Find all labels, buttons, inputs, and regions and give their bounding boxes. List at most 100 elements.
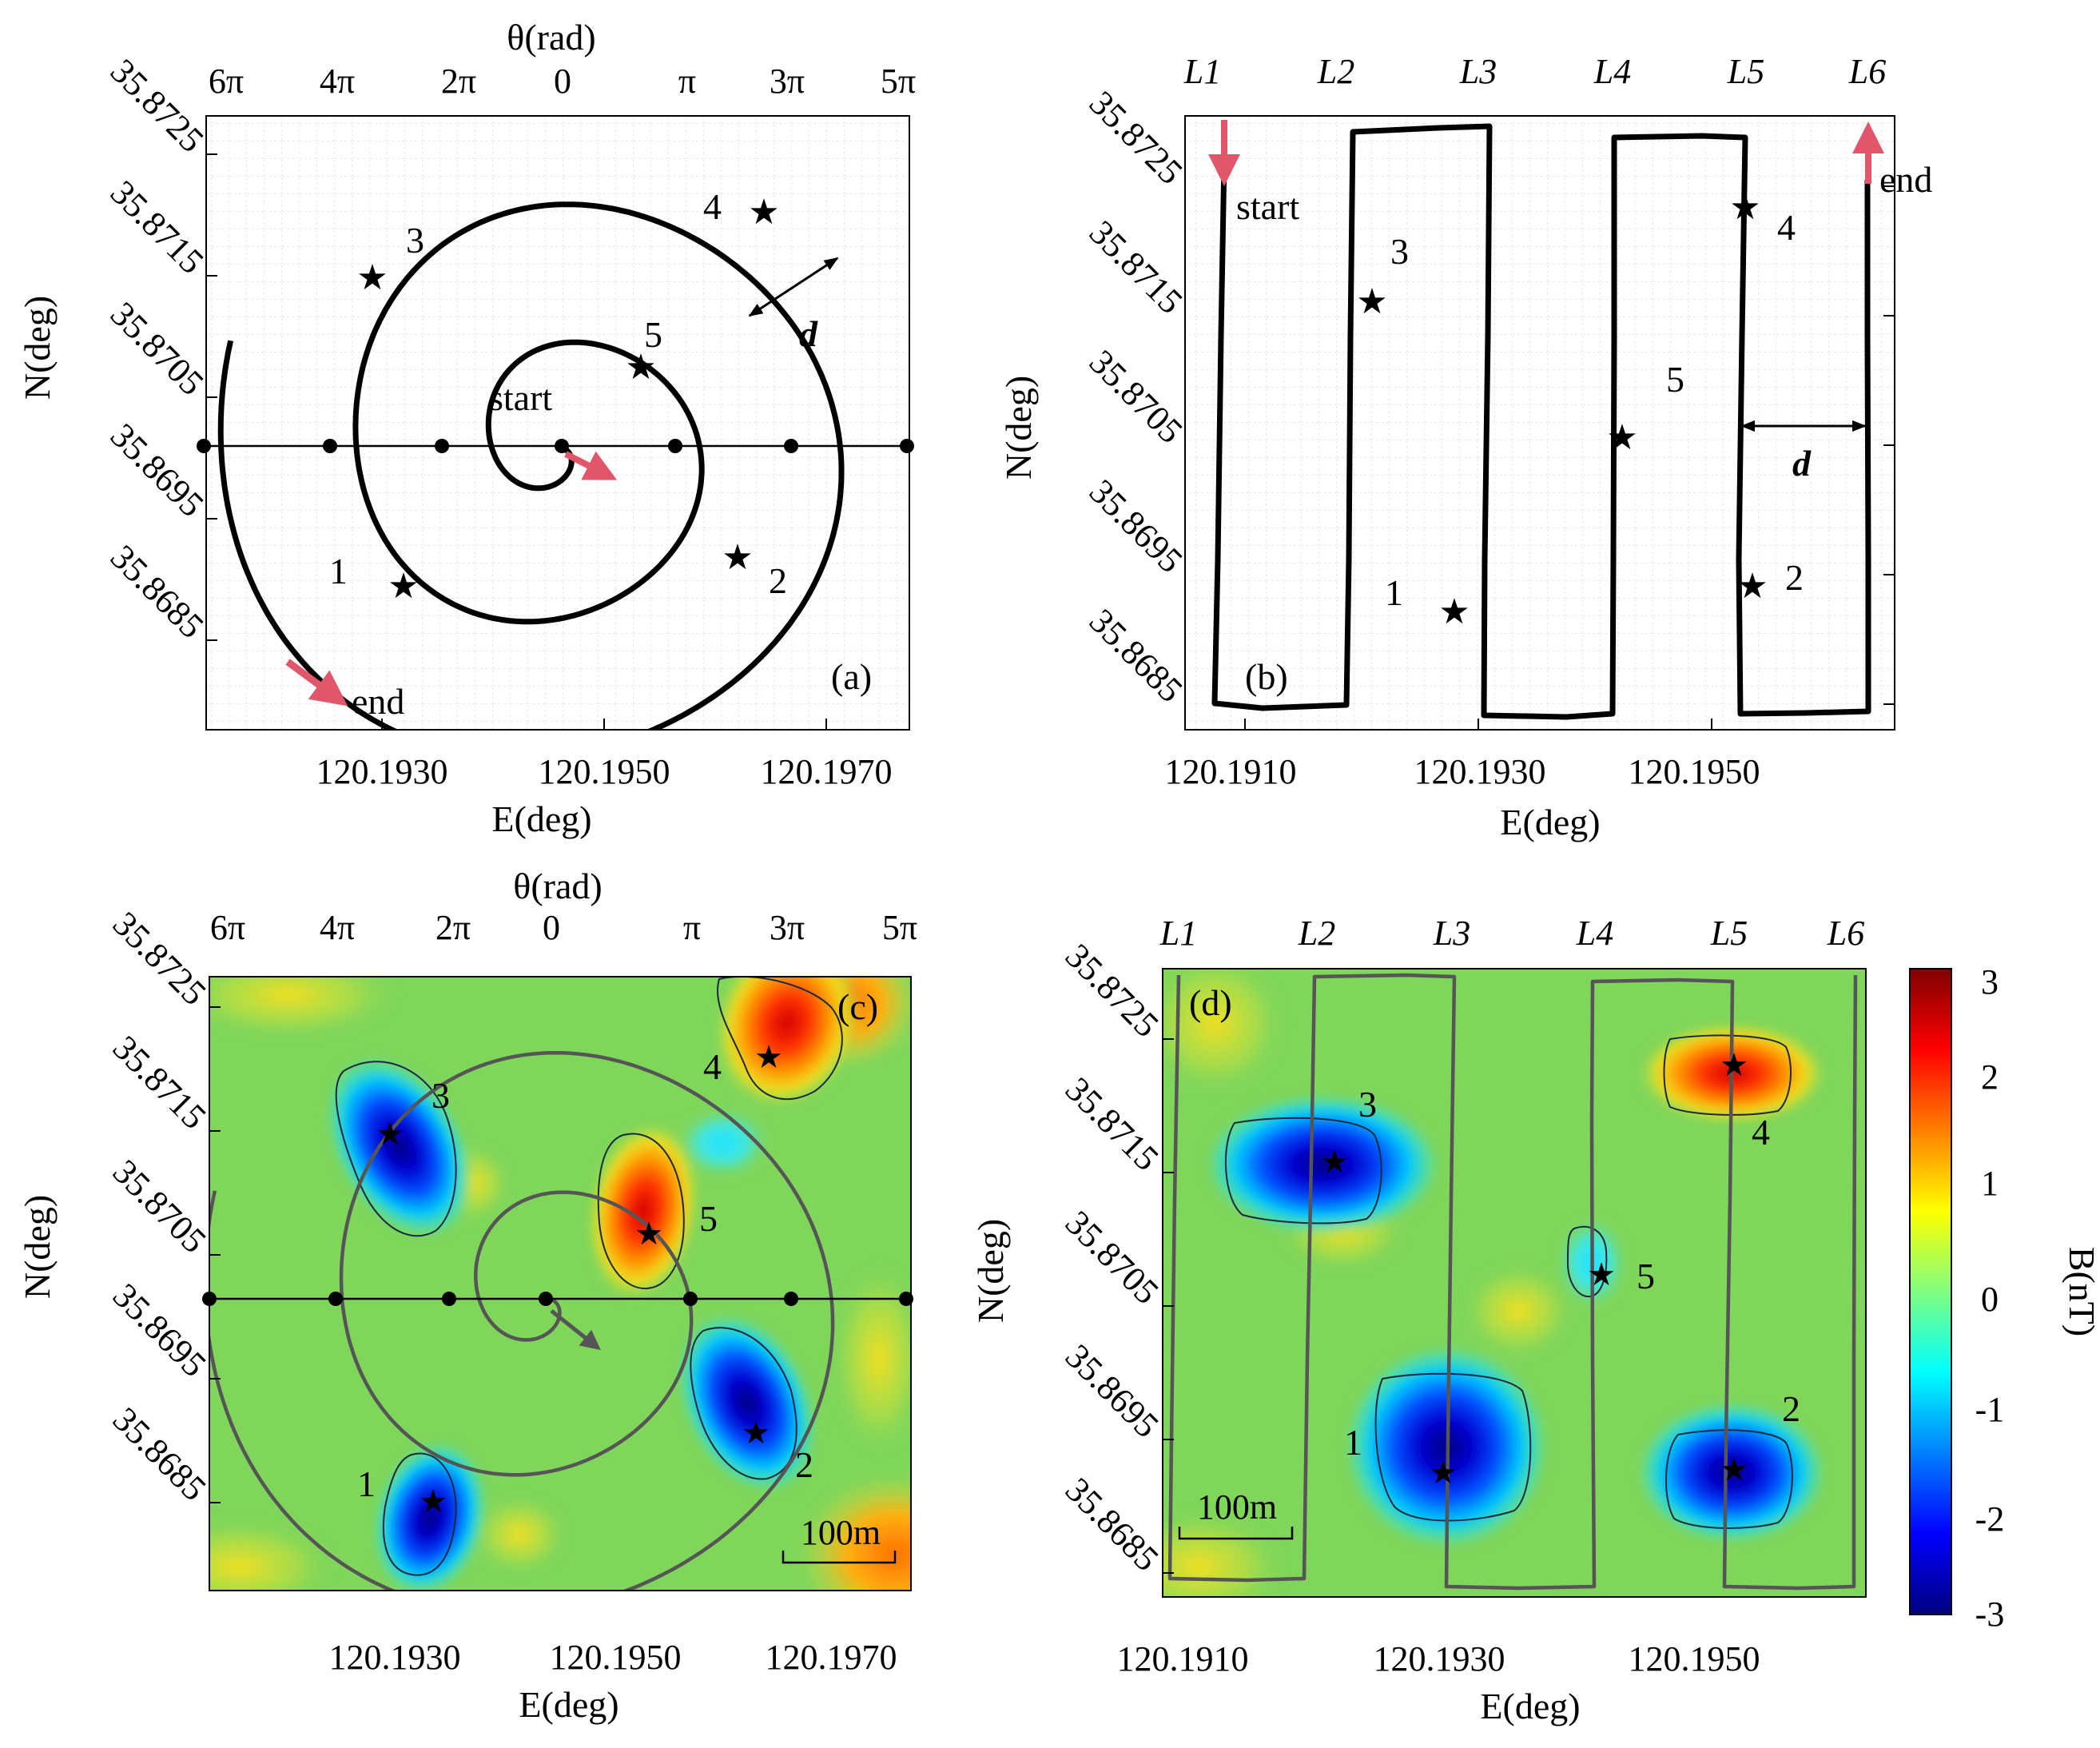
top-tick-label: L6 (1827, 914, 1864, 953)
anomaly-label-2: 2 (795, 1444, 813, 1485)
colorbar-tick: -1 (1975, 1390, 2005, 1429)
contour (1663, 1034, 1792, 1116)
anomaly-label-3: 3 (1358, 1084, 1377, 1125)
panel-b-frame (1184, 115, 1895, 731)
xtick-label: 120.1950 (539, 752, 670, 791)
anomaly-label-5: 5 (699, 1198, 718, 1239)
field-yellow-patch (1163, 1511, 1287, 1597)
xtick-label: 120.1930 (316, 752, 448, 791)
panel-a-spacing-arrow (748, 257, 839, 317)
anomaly-label-3: 3 (432, 1075, 450, 1116)
panel-b: d start end (b) ★ ★ ★ ★ ★ 1 2 3 4 5 35.8… (998, 52, 1932, 842)
panel-a-frame (205, 115, 910, 731)
anomaly-3 (1203, 1093, 1442, 1236)
ytick-label: 35.8685 (105, 1400, 214, 1508)
top-tick-label: L5 (1727, 52, 1764, 91)
xtick-label: 120.1910 (1165, 752, 1297, 791)
target-label-5: 5 (1666, 359, 1684, 400)
anomaly-star: ★ (1429, 1455, 1458, 1491)
xtick-label: 120.1930 (1374, 1639, 1505, 1678)
xtick-label: 120.1970 (766, 1638, 897, 1677)
contour (717, 977, 843, 1101)
panel-a-end-label: end (352, 681, 404, 722)
panel-d-label: (d) (1189, 982, 1232, 1023)
panel-d-scale-bar (1178, 1527, 1294, 1540)
panel-c-top-axis-label: θ(rad) (513, 866, 602, 906)
anomaly-label-1: 1 (1344, 1422, 1362, 1463)
top-tick-label: 3π (770, 908, 805, 947)
anomaly-star: ★ (1587, 1256, 1616, 1292)
xtick-label: 120.1970 (761, 752, 893, 791)
colorbar-tick: 3 (1981, 962, 1999, 1001)
top-tick-label: L1 (1159, 914, 1197, 953)
colorbar-tick: -3 (1975, 1595, 2005, 1634)
theta-dot (539, 1292, 553, 1306)
top-tick-label: L6 (1848, 52, 1886, 91)
panel-d-xlabel: E(deg) (1480, 1686, 1580, 1726)
target-star: ★ (388, 567, 419, 606)
anomaly-3 (324, 1054, 475, 1240)
theta-dot (899, 1292, 913, 1306)
anomaly-star: ★ (1720, 1451, 1748, 1487)
colorbar-tick: 2 (1981, 1057, 1999, 1097)
panel-a-start-label: start (489, 377, 552, 418)
xtick-label: 120.1930 (329, 1638, 461, 1677)
contour (335, 1061, 457, 1237)
anomaly-1 (372, 1439, 488, 1591)
top-tick-label: 3π (770, 62, 805, 101)
panel-d-yticks: 35.8725 35.8715 35.8705 35.8695 35.8685 (1058, 936, 1174, 1579)
xtick-label: 120.1910 (1117, 1639, 1249, 1678)
top-tick-label: 0 (543, 908, 560, 947)
panel-d-scale-label: 100m (1197, 1487, 1277, 1527)
panel-c-theta-dots (202, 1292, 913, 1306)
ytick-label: 35.8715 (1058, 1069, 1167, 1178)
top-tick-label: 4π (320, 908, 355, 947)
anomaly-label-2: 2 (1782, 1388, 1800, 1429)
contour (1224, 1117, 1382, 1224)
field-yellow-patch (471, 1495, 567, 1575)
panel-d-xticks: 120.1910 120.1930 120.1950 (1117, 1639, 1760, 1678)
target-label-1: 1 (329, 551, 348, 591)
anomaly-label-4: 4 (703, 1046, 722, 1087)
field-yellow-patch (831, 1263, 911, 1455)
colorbar (1909, 968, 1952, 1615)
colorbar-label: B(nT) (2062, 1247, 2100, 1336)
panel-a-spiral-path (217, 201, 845, 730)
theta-dot (784, 439, 798, 453)
panel-d-survey-path (1167, 973, 1858, 1591)
top-tick-label: π (683, 908, 701, 947)
anomaly-label-4: 4 (1752, 1112, 1770, 1153)
ytick-label: 35.8685 (1058, 1470, 1167, 1579)
anomaly-star: ★ (376, 1116, 404, 1152)
panel-c-ylabel: N(deg) (17, 1195, 58, 1299)
field-yellow-patch (1163, 969, 1287, 1095)
target-star: ★ (1356, 282, 1387, 321)
theta-dot (435, 439, 449, 453)
panel-b-top-ticks: L1 L2 L3 L4 L5 L6 (1183, 52, 1886, 91)
panel-b-xticks: 120.1910 120.1930 120.1950 (1165, 719, 1760, 791)
panel-b-label: (b) (1245, 656, 1288, 697)
panel-b-start-label: start (1236, 186, 1299, 227)
anomaly-star: ★ (1720, 1047, 1748, 1083)
target-star: ★ (356, 258, 388, 297)
ytick-label: 35.8715 (103, 173, 212, 281)
ytick-label: 35.8725 (1082, 83, 1191, 192)
top-tick-label: L1 (1183, 52, 1221, 91)
anomaly-star: ★ (634, 1216, 663, 1252)
xtick-label: 120.1930 (1414, 752, 1546, 791)
anomaly-star: ★ (419, 1483, 447, 1519)
panel-b-ylabel: N(deg) (998, 376, 1039, 480)
colorbar-ticks: 3 2 1 0 -1 -2 -3 (1975, 962, 2005, 1634)
target-label-2: 2 (1785, 557, 1804, 598)
panel-a-label: (a) (831, 656, 872, 697)
panel-a-top-ticks: 6π 4π 2π 0 π 3π 5π (209, 62, 916, 101)
anomaly-label-1: 1 (357, 1463, 376, 1504)
panel-a-spacing-label: d (799, 313, 818, 354)
panel-a-xticks: 120.1930 120.1950 120.1970 (316, 719, 893, 791)
ytick-label: 35.8695 (103, 416, 212, 524)
target-star: ★ (625, 348, 656, 387)
panel-a-ylabel: N(deg) (17, 296, 58, 400)
panel-c-spiral-path (209, 1050, 835, 1591)
panel-c-frame (209, 976, 912, 1591)
